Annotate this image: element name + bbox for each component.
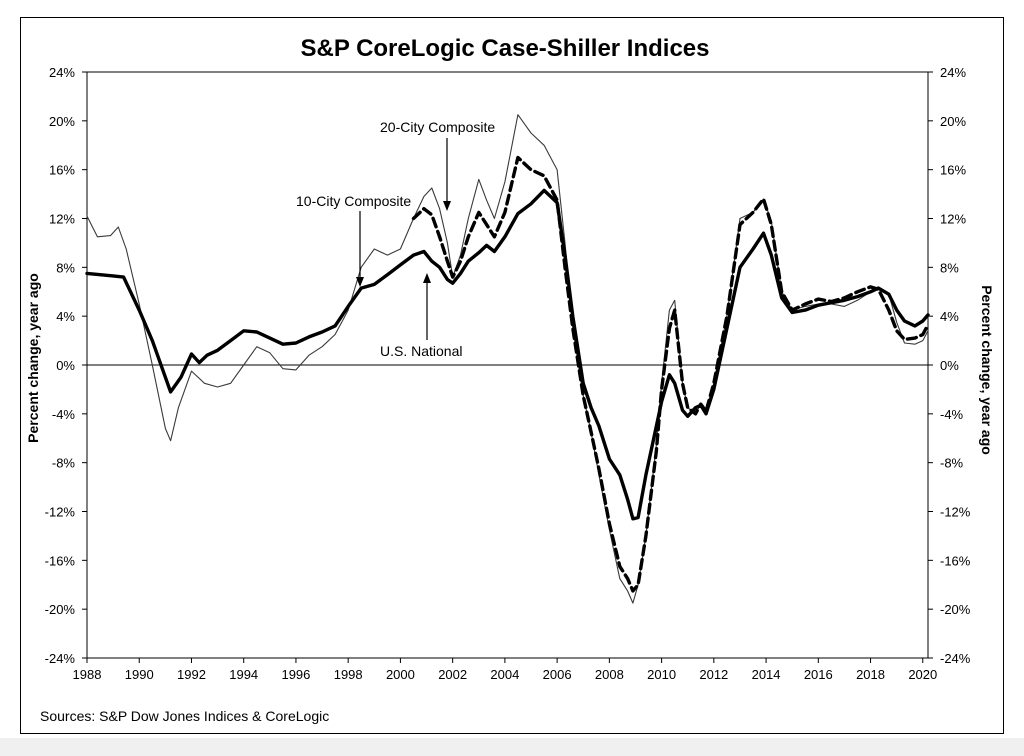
bottom-strip <box>0 738 1024 756</box>
y-tick-label-left: -20% <box>45 602 76 617</box>
y-tick-label-right: -12% <box>940 505 971 520</box>
series-lines <box>85 114 930 604</box>
axis-ticks: -24% -24% -20% -20% -16% -16% -12% -12% -8% -8% -4… <box>45 65 971 682</box>
annotation-us-national-arrowhead <box>423 273 431 283</box>
y-tick-label-right: -4% <box>940 407 964 422</box>
y-tick-label-right: -16% <box>940 553 971 568</box>
series-line-20-city-composite <box>411 155 930 593</box>
y-tick-label-left: -24% <box>45 651 76 666</box>
x-tick-label: 2020 <box>908 667 937 682</box>
y-tick-label-left: -12% <box>45 505 76 520</box>
annotation-us-national: U.S. National <box>380 343 462 359</box>
y-tick-label-right: 8% <box>940 260 959 275</box>
annotation-10-city: 10-City Composite <box>296 193 411 209</box>
annotation-20-city-arrowhead <box>443 201 451 211</box>
y-tick-label-left: -8% <box>52 456 76 471</box>
y-tick-label-right: 0% <box>940 358 959 373</box>
series-line-u-s-national <box>85 188 930 521</box>
x-tick-label: 1996 <box>281 667 310 682</box>
y-tick-label-left: -16% <box>45 553 76 568</box>
x-tick-label: 2008 <box>595 667 624 682</box>
x-tick-label: 1994 <box>229 667 258 682</box>
source-note: Sources: S&P Dow Jones Indices & CoreLog… <box>40 708 329 724</box>
y-tick-label-left: 12% <box>49 212 75 227</box>
y-tick-label-left: 20% <box>49 114 75 129</box>
y-tick-label-right: 20% <box>940 114 966 129</box>
y-tick-label-left: -4% <box>52 407 76 422</box>
x-tick-label: 2010 <box>647 667 676 682</box>
y-tick-label-right: 16% <box>940 163 966 178</box>
x-tick-label: 2012 <box>699 667 728 682</box>
y-tick-label-right: 12% <box>940 212 966 227</box>
y-tick-label-right: -8% <box>940 456 964 471</box>
x-tick-label: 1990 <box>125 667 154 682</box>
y-axis-label-left: Percent change, year ago <box>25 273 41 443</box>
x-tick-label: 2018 <box>856 667 885 682</box>
annotations: 20-City Composite 10-City Composite U.S.… <box>296 119 495 359</box>
x-tick-label: 2002 <box>438 667 467 682</box>
y-tick-label-left: 8% <box>56 260 75 275</box>
x-tick-label: 1988 <box>73 667 102 682</box>
y-tick-label-left: 0% <box>56 358 75 373</box>
chart-title: S&P CoreLogic Case-Shiller Indices <box>300 35 709 62</box>
chart-frame <box>20 17 1004 734</box>
x-tick-label: 1992 <box>177 667 206 682</box>
y-tick-label-right: 4% <box>940 309 959 324</box>
annotation-10-city-arrowhead <box>356 277 364 287</box>
x-tick-label: 2004 <box>490 667 519 682</box>
y-tick-label-left: 4% <box>56 309 75 324</box>
annotation-20-city: 20-City Composite <box>380 119 495 135</box>
x-tick-label: 2006 <box>543 667 572 682</box>
x-tick-label: 1998 <box>334 667 363 682</box>
x-tick-label: 2016 <box>804 667 833 682</box>
x-tick-label: 2014 <box>752 667 781 682</box>
y-tick-label-left: 16% <box>49 163 75 178</box>
y-tick-label-right: -20% <box>940 602 971 617</box>
y-tick-label-right: 24% <box>940 65 966 80</box>
y-tick-label-left: 24% <box>49 65 75 80</box>
series-line-10-city-composite <box>86 114 929 604</box>
y-axis-label-right: Percent change, year ago <box>979 285 995 455</box>
y-tick-label-right: -24% <box>940 651 971 666</box>
x-tick-label: 2000 <box>386 667 415 682</box>
